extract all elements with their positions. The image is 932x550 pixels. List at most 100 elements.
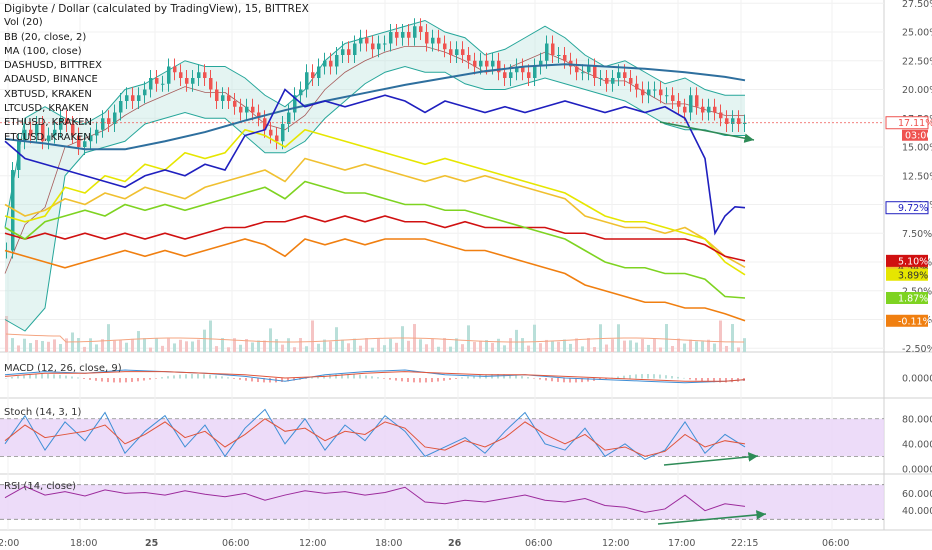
volume-bar	[287, 338, 290, 352]
legend-item-ma[interactable]: MA (100, close)	[4, 45, 82, 57]
volume-bar	[461, 344, 464, 352]
macd-histogram-bar	[707, 378, 709, 382]
volume-bar	[83, 346, 86, 352]
volume-bar	[11, 338, 14, 352]
rsi-label[interactable]: RSI (14, close)	[4, 481, 77, 492]
candle-body	[251, 106, 255, 113]
candle-body	[125, 95, 129, 101]
candle-body	[341, 49, 345, 55]
badge-bg	[885, 201, 929, 215]
macd-histogram-bar	[113, 378, 115, 383]
badge-bg	[886, 291, 928, 304]
volume-bar	[95, 344, 98, 352]
macd-histogram-bar	[23, 375, 25, 379]
legend-item-vol[interactable]: Vol (20)	[4, 17, 43, 29]
price-axis[interactable]: 27.50%25.00%22.50%20.00%17.50%15.00%12.5…	[885, 0, 932, 355]
candle-body	[329, 60, 333, 67]
candle-body	[185, 78, 189, 84]
volume-bar	[611, 339, 614, 352]
macd-histogram-bar	[377, 377, 379, 379]
volume-bars	[5, 316, 746, 352]
macd-histogram-bar	[191, 374, 193, 379]
macd-histogram-bar	[557, 378, 559, 382]
candle-body	[455, 49, 459, 55]
macd-histogram-bar	[545, 378, 547, 381]
volume-bar	[377, 338, 380, 352]
legend-title[interactable]: Digibyte / Dollar (calculated by Trading…	[4, 3, 309, 15]
macd-histogram-bar	[95, 378, 97, 381]
xbtusd-kraken-price-badge: 9.72%	[885, 201, 929, 215]
legend-item-etcusd[interactable]: ETCUSD, KRAKEN	[4, 131, 91, 143]
volume-bar	[89, 338, 92, 352]
macd-histogram-bar	[131, 378, 133, 382]
macd-histogram-bar	[515, 375, 517, 379]
volume-bar	[197, 339, 200, 352]
macd-histogram-bar	[653, 374, 655, 379]
legend-item-xbtusd[interactable]: XBTUSD, KRAKEN	[4, 88, 92, 100]
candle-body	[551, 43, 555, 55]
legend-item-ethusd[interactable]: ETHUSD, KRAKEN	[4, 117, 92, 129]
chart-legend: Digibyte / Dollar (calculated by Trading…	[4, 2, 309, 145]
volume-bar	[677, 338, 680, 352]
legend-item-adausd[interactable]: ADAUSD, BINANCE	[4, 74, 98, 86]
candle-body	[11, 170, 15, 251]
volume-bar	[635, 342, 638, 352]
legend-item-bb[interactable]: BB (20, close, 2)	[4, 31, 87, 43]
price-tick-label: -2.50%	[902, 344, 932, 355]
volume-bar	[119, 340, 122, 352]
candle-body	[113, 112, 117, 124]
macd-histogram-bar	[77, 377, 79, 379]
indicator-tick-label: 0.0000	[902, 374, 932, 385]
volume-bar	[455, 338, 458, 352]
candle-body	[377, 43, 381, 50]
macd-histogram-bar	[281, 378, 283, 383]
macd-histogram-bar	[101, 378, 103, 382]
time-tick-label: 18:00	[375, 538, 402, 549]
volume-bar	[437, 346, 440, 352]
time-tick-label: 12:00	[299, 538, 326, 549]
macd-histogram-bar	[341, 374, 343, 379]
indicator-tick-label: 80.0000	[902, 414, 932, 425]
etcusd-kraken-line	[4, 238, 746, 322]
candle-body	[191, 78, 195, 84]
macd-histogram-bar	[521, 376, 523, 379]
volume-bar	[269, 328, 272, 352]
legend-item-ltcusd[interactable]: LTCUSD, KRAKEN	[4, 103, 89, 115]
stoch-label[interactable]: Stoch (14, 3, 1)	[4, 407, 82, 418]
candle-body	[323, 60, 327, 67]
volume-bar	[431, 338, 434, 352]
macd-histogram-bar	[371, 376, 373, 379]
volume-ma-line	[5, 333, 745, 343]
candle-body	[617, 72, 621, 78]
volume-bar	[143, 338, 146, 352]
legend-item-dashusd[interactable]: DASHUSD, BITTREX	[4, 60, 102, 72]
macd-histogram-bar	[659, 374, 661, 379]
candlesticks	[0, 18, 884, 259]
volume-bar	[443, 338, 446, 352]
trend-arrow-rsi	[657, 510, 767, 525]
macd-histogram-bar	[431, 378, 433, 383]
candle-body	[29, 129, 33, 136]
candle-body	[347, 49, 351, 55]
volume-bar	[731, 324, 734, 352]
candle-body	[563, 55, 567, 61]
candle-body	[167, 66, 171, 84]
candle-body	[179, 72, 183, 78]
macd-histogram-bar	[641, 374, 643, 379]
macd-histogram-bar	[713, 378, 715, 383]
rsi-14-close-rsi-line	[4, 485, 746, 513]
macd-histogram-bar	[365, 375, 367, 379]
macd-label[interactable]: MACD (12, 26, close, 9)	[4, 363, 122, 374]
time-tick-label: 06:00	[822, 538, 849, 549]
price-tick-label: 27.50%	[902, 0, 932, 10]
volume-bar	[605, 344, 608, 352]
macd-histogram-bar	[353, 374, 355, 379]
candle-body	[305, 72, 309, 90]
candle-body	[269, 129, 273, 136]
volume-bar	[245, 339, 248, 352]
indicator-band	[0, 418, 884, 457]
volume-bar	[545, 339, 548, 352]
macd-histogram-bar	[257, 378, 259, 383]
time-axis[interactable]: 2:00 18:00 25 06:00 12:00 18:00 26 06:00 12:00 17…	[0, 538, 849, 549]
volume-bar	[659, 347, 662, 352]
